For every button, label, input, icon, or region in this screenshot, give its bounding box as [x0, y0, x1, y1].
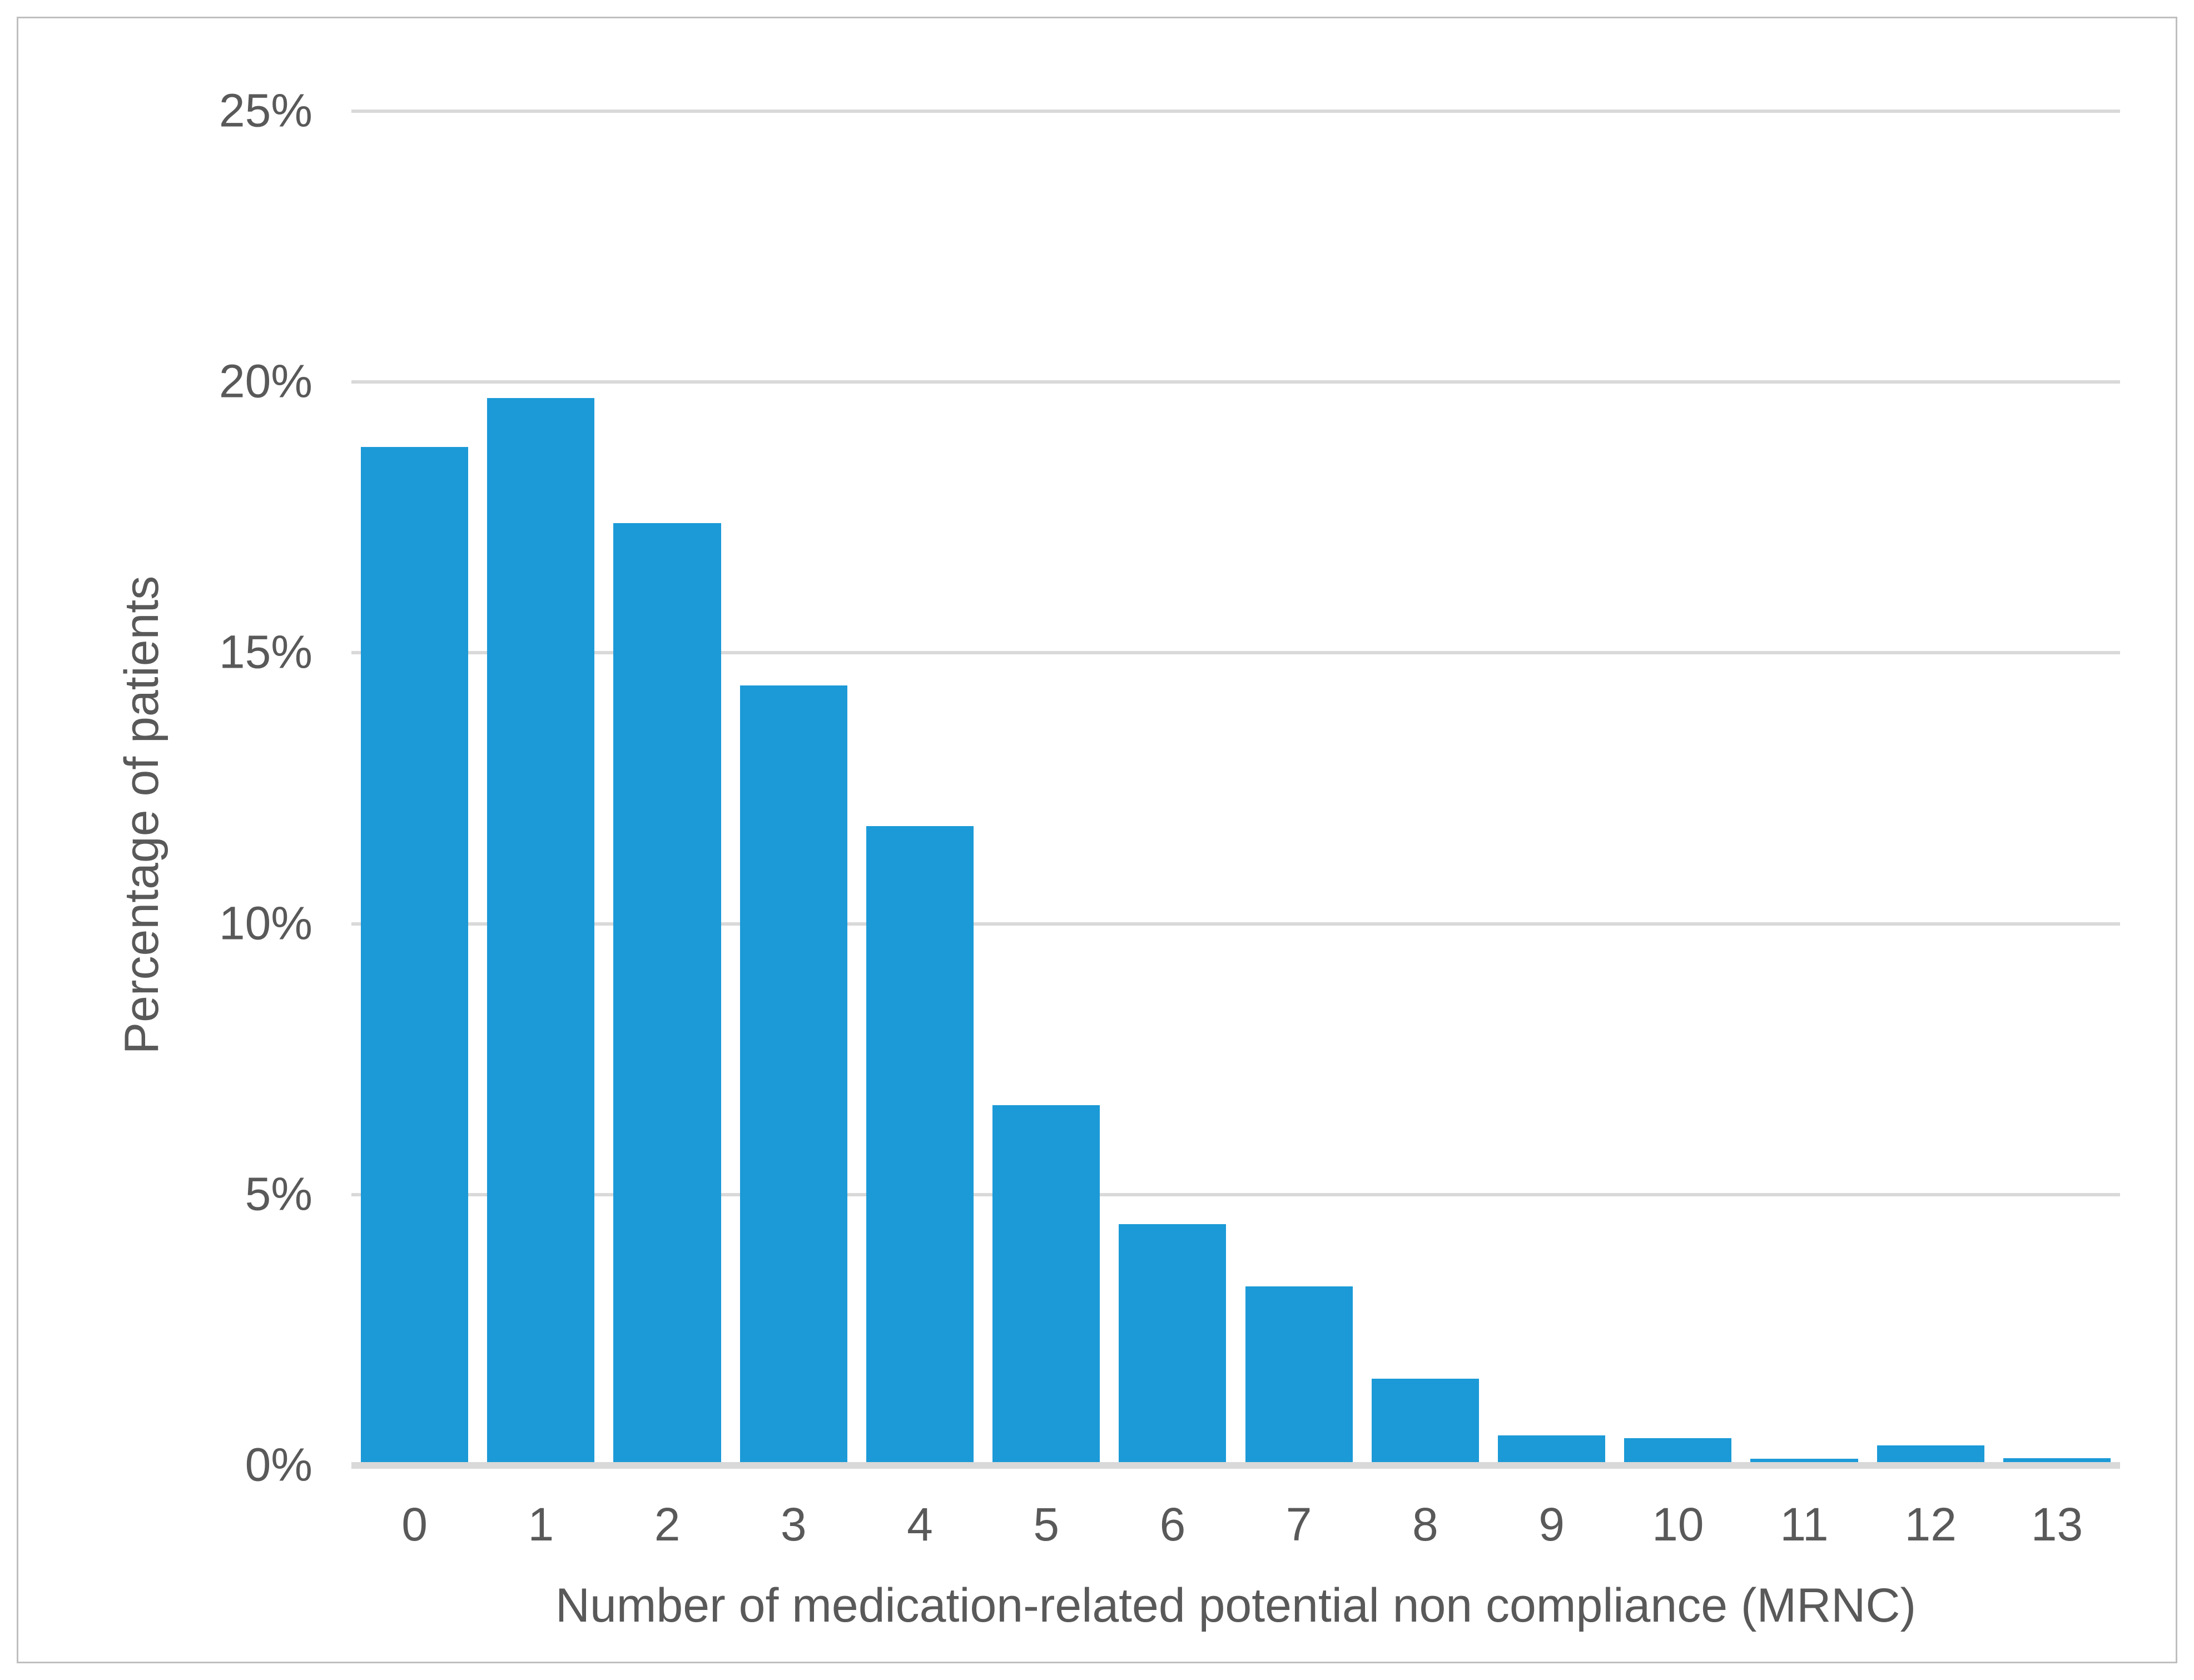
gridline-20	[351, 380, 2120, 384]
x-tick-label-9: 9	[1538, 1498, 1565, 1550]
x-tick-label-6: 6	[1159, 1498, 1186, 1550]
x-tick-label-13: 13	[2031, 1498, 2083, 1550]
bar-slot-8	[1362, 111, 1488, 1465]
bar-category-8	[1371, 1379, 1479, 1465]
x-axis-title: Number of medication-related potential n…	[555, 1579, 1917, 1632]
x-axis-tick-labels: 0 1 2 3 4 5 6 7 8 9 10 11 12 13	[351, 1501, 2120, 1548]
bar-category-12	[1877, 1445, 1984, 1465]
bar-slot-12	[1868, 111, 1994, 1465]
x-axis-line	[351, 1462, 2120, 1469]
bar-category-10	[1624, 1438, 1732, 1465]
bar-slot-7	[1236, 111, 1362, 1465]
x-tick-label-0: 0	[401, 1498, 428, 1550]
x-tick-label-5: 5	[1033, 1498, 1060, 1550]
bar-slot-0	[351, 111, 478, 1465]
bars-group	[351, 111, 2120, 1465]
bar-slot-3	[731, 111, 857, 1465]
gridline-15	[351, 651, 2120, 655]
bar-category-3	[739, 685, 847, 1465]
bar-slot-2	[604, 111, 730, 1465]
x-tick-label-11: 11	[1780, 1498, 1829, 1550]
bar-slot-1	[478, 111, 604, 1465]
bar-category-0	[361, 447, 469, 1465]
x-tick-label-7: 7	[1285, 1498, 1312, 1550]
x-tick-label-10: 10	[1652, 1498, 1704, 1550]
bar-slot-5	[983, 111, 1109, 1465]
bar-slot-10	[1615, 111, 1741, 1465]
y-tick-label-5: 5%	[245, 1167, 312, 1220]
bar-slot-11	[1741, 111, 1867, 1465]
y-axis-tick-labels: 0% 5% 10% 15% 20% 25%	[0, 87, 312, 1488]
y-tick-label-0: 0%	[245, 1438, 312, 1491]
x-tick-label-1: 1	[528, 1498, 554, 1550]
gridline-5	[351, 1192, 2120, 1196]
bar-category-7	[1245, 1286, 1353, 1465]
y-tick-label-15: 15%	[219, 625, 312, 678]
bar-category-6	[1119, 1224, 1227, 1465]
y-tick-label-20: 20%	[219, 355, 312, 407]
x-tick-label-8: 8	[1412, 1498, 1438, 1550]
x-tick-label-3: 3	[780, 1498, 807, 1550]
bar-category-4	[866, 826, 974, 1465]
x-tick-label-12: 12	[1904, 1498, 1957, 1550]
bar-category-1	[487, 398, 595, 1465]
bar-category-9	[1498, 1435, 1606, 1465]
bar-slot-4	[857, 111, 983, 1465]
bar-slot-9	[1488, 111, 1615, 1465]
bar-category-5	[992, 1105, 1100, 1465]
bar-slot-13	[1994, 111, 2120, 1465]
x-tick-label-2: 2	[654, 1498, 681, 1550]
y-tick-label-25: 25%	[219, 84, 312, 137]
gridline-25	[351, 110, 2120, 113]
y-tick-label-10: 10%	[219, 896, 312, 949]
plot-area	[351, 110, 2120, 1469]
x-tick-label-4: 4	[907, 1498, 933, 1550]
gridline-10	[351, 922, 2120, 926]
bar-slot-6	[1109, 111, 1235, 1465]
bar-category-2	[613, 523, 721, 1465]
